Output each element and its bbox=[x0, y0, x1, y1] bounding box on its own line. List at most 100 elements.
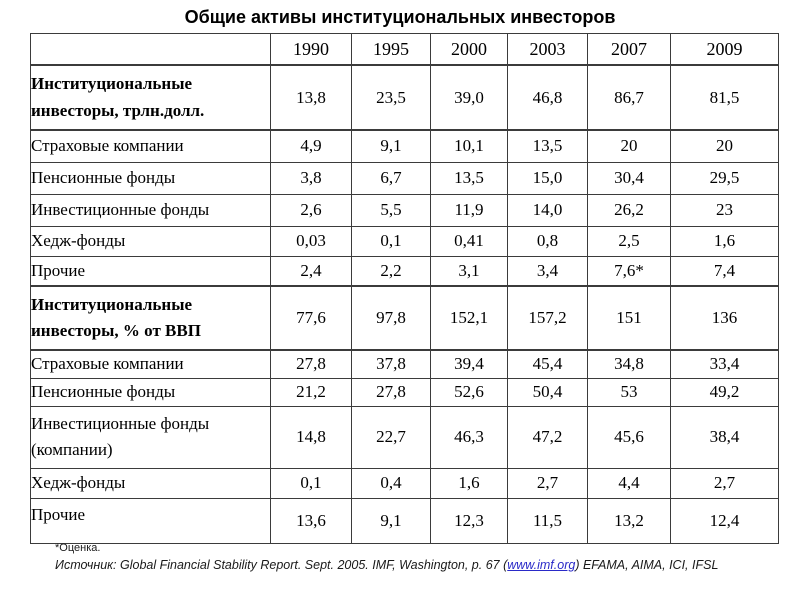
cell-value: 13,5 bbox=[430, 161, 508, 195]
page-title: Общие активы институциональных инвесторо… bbox=[184, 7, 616, 27]
row-label: Прочие bbox=[30, 497, 271, 544]
cell-value: 152,1 bbox=[430, 285, 508, 351]
cell-value: 2,6 bbox=[270, 193, 352, 227]
cell-value: 11,5 bbox=[507, 497, 588, 544]
cell-value: 81,5 bbox=[670, 64, 779, 131]
cell-value: 5,5 bbox=[351, 193, 431, 227]
table-row: Страховые компании 27,8 37,8 39,4 45,4 3… bbox=[30, 349, 779, 379]
source-text-prefix: Источник: Global Financial Stability Rep… bbox=[55, 558, 508, 572]
cell-value: 2,5 bbox=[587, 225, 671, 257]
cell-value: 77,6 bbox=[270, 285, 352, 351]
investors-table: 1990 1995 2000 2003 2007 2009 Институцио… bbox=[30, 33, 779, 544]
cell-value: 20 bbox=[587, 129, 671, 163]
cell-value: 53 bbox=[587, 377, 671, 407]
cell-value: 23,5 bbox=[351, 64, 431, 131]
cell-value: 151 bbox=[587, 285, 671, 351]
row-label: Пенсионные фонды bbox=[30, 377, 271, 407]
cell-value: 0,8 bbox=[507, 225, 588, 257]
cell-value: 26,2 bbox=[587, 193, 671, 227]
cell-value: 0,1 bbox=[270, 467, 352, 499]
cell-value: 38,4 bbox=[670, 405, 779, 469]
cell-value: 136 bbox=[670, 285, 779, 351]
cell-value: 97,8 bbox=[351, 285, 431, 351]
table-row: Хедж-фонды 0,03 0,1 0,41 0,8 2,5 1,6 bbox=[30, 225, 779, 257]
row-label: Инвестиционные фонды (компании) bbox=[30, 405, 271, 469]
cell-value: 27,8 bbox=[270, 349, 352, 379]
cell-value: 9,1 bbox=[351, 129, 431, 163]
cell-value: 34,8 bbox=[587, 349, 671, 379]
table-row: Прочие 2,4 2,2 3,1 3,4 7,6* 7,4 bbox=[30, 255, 779, 287]
empty-corner-cell bbox=[30, 33, 271, 66]
cell-value: 0,4 bbox=[351, 467, 431, 499]
cell-value: 30,4 bbox=[587, 161, 671, 195]
cell-value: 157,2 bbox=[507, 285, 588, 351]
table-row: Пенсионные фонды 3,8 6,7 13,5 15,0 30,4 … bbox=[30, 161, 779, 195]
year-column-header: 2000 bbox=[430, 33, 508, 66]
footnote: *Оценка. bbox=[55, 542, 101, 554]
cell-value: 49,2 bbox=[670, 377, 779, 407]
row-label: Хедж-фонды bbox=[30, 225, 271, 257]
cell-value: 7,6* bbox=[587, 255, 671, 287]
row-label: Прочие bbox=[30, 255, 271, 287]
table-row: Прочие 13,6 9,1 12,3 11,5 13,2 12,4 bbox=[30, 497, 779, 544]
cell-value: 13,2 bbox=[587, 497, 671, 544]
cell-value: 29,5 bbox=[670, 161, 779, 195]
cell-value: 22,7 bbox=[351, 405, 431, 469]
table-row: Институциональные инвесторы, трлн.долл. … bbox=[30, 64, 779, 131]
row-label: Пенсионные фонды bbox=[30, 161, 271, 195]
table-header-row: 1990 1995 2000 2003 2007 2009 bbox=[30, 33, 779, 66]
table-row: Институциональные инвесторы, % от ВВП 77… bbox=[30, 285, 779, 351]
table-row: Страховые компании 4,9 9,1 10,1 13,5 20 … bbox=[30, 129, 779, 163]
year-column-header: 2007 bbox=[587, 33, 671, 66]
cell-value: 47,2 bbox=[507, 405, 588, 469]
cell-value: 33,4 bbox=[670, 349, 779, 379]
cell-value: 0,41 bbox=[430, 225, 508, 257]
cell-value: 9,1 bbox=[351, 497, 431, 544]
cell-value: 2,2 bbox=[351, 255, 431, 287]
cell-value: 15,0 bbox=[507, 161, 588, 195]
year-column-header: 1995 bbox=[351, 33, 431, 66]
row-label: Хедж-фонды bbox=[30, 467, 271, 499]
cell-value: 10,1 bbox=[430, 129, 508, 163]
cell-value: 1,6 bbox=[670, 225, 779, 257]
source-line: Источник: Global Financial Stability Rep… bbox=[55, 558, 795, 572]
row-label: Институциональные инвесторы, % от ВВП bbox=[30, 285, 271, 351]
cell-value: 11,9 bbox=[430, 193, 508, 227]
cell-value: 4,9 bbox=[270, 129, 352, 163]
cell-value: 50,4 bbox=[507, 377, 588, 407]
cell-value: 12,3 bbox=[430, 497, 508, 544]
cell-value: 21,2 bbox=[270, 377, 352, 407]
cell-value: 13,5 bbox=[507, 129, 588, 163]
cell-value: 0,03 bbox=[270, 225, 352, 257]
cell-value: 3,8 bbox=[270, 161, 352, 195]
cell-value: 2,7 bbox=[507, 467, 588, 499]
cell-value: 2,4 bbox=[270, 255, 352, 287]
source-text-suffix: ) EFAMA, AIMA, ICI, IFSL bbox=[575, 558, 719, 572]
row-label: Инвестиционные фонды bbox=[30, 193, 271, 227]
cell-value: 14,8 bbox=[270, 405, 352, 469]
row-label: Страховые компании bbox=[30, 349, 271, 379]
year-column-header: 2003 bbox=[507, 33, 588, 66]
cell-value: 3,4 bbox=[507, 255, 588, 287]
cell-value: 45,4 bbox=[507, 349, 588, 379]
table-row: Инвестиционные фонды (компании) 14,8 22,… bbox=[30, 405, 779, 469]
year-column-header: 1990 bbox=[270, 33, 352, 66]
row-label: Страховые компании bbox=[30, 129, 271, 163]
cell-value: 52,6 bbox=[430, 377, 508, 407]
table-row: Пенсионные фонды 21,2 27,8 52,6 50,4 53 … bbox=[30, 377, 779, 407]
table-row: Инвестиционные фонды 2,6 5,5 11,9 14,0 2… bbox=[30, 193, 779, 227]
cell-value: 86,7 bbox=[587, 64, 671, 131]
cell-value: 45,6 bbox=[587, 405, 671, 469]
cell-value: 13,6 bbox=[270, 497, 352, 544]
cell-value: 12,4 bbox=[670, 497, 779, 544]
cell-value: 20 bbox=[670, 129, 779, 163]
cell-value: 7,4 bbox=[670, 255, 779, 287]
cell-value: 39,4 bbox=[430, 349, 508, 379]
cell-value: 2,7 bbox=[670, 467, 779, 499]
table-row: Хедж-фонды 0,1 0,4 1,6 2,7 4,4 2,7 bbox=[30, 467, 779, 499]
imf-link[interactable]: www.imf.org bbox=[507, 558, 576, 572]
cell-value: 27,8 bbox=[351, 377, 431, 407]
cell-value: 46,3 bbox=[430, 405, 508, 469]
cell-value: 6,7 bbox=[351, 161, 431, 195]
